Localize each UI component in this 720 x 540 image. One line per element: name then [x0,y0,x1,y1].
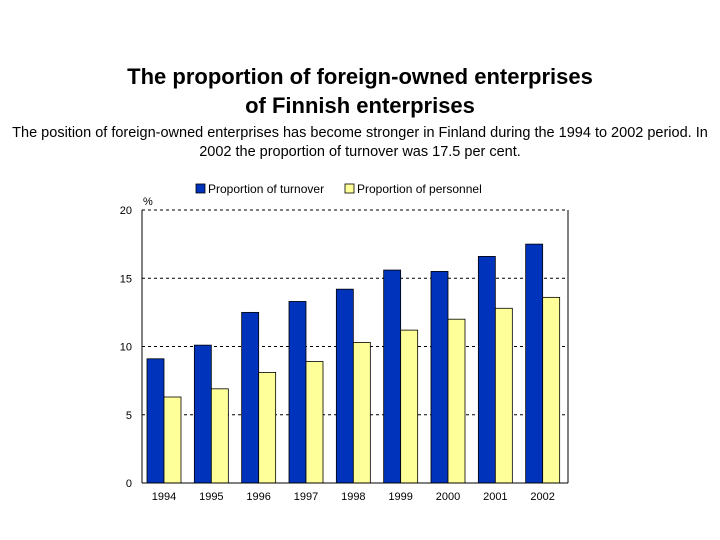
bar-personnel [542,296,561,484]
bar-personnel [305,361,324,484]
y-tick-label: 5 [126,410,132,422]
bar-personnel [400,329,419,484]
x-tick-label: 1994 [152,491,176,503]
chart-title: The proportion of foreign-owned enterpri… [0,62,720,120]
bar-personnel [447,318,466,484]
bar-turnover [383,269,402,484]
bar-turnover [525,243,544,484]
x-tick-label: 1996 [246,491,270,503]
chart-subtitle: The position of foreign-owned enterprise… [12,125,708,160]
x-tick-label: 1998 [341,491,365,503]
y-tick-label: 10 [120,342,132,354]
bar-turnover [288,301,307,484]
bar-turnover [335,288,354,484]
x-tick-label: 1995 [199,491,223,503]
legend-swatch [195,183,206,194]
x-tick-label: 2002 [530,491,554,503]
bar-personnel [352,342,371,484]
y-tick-label: 0 [126,478,132,490]
bar-turnover [430,271,449,484]
x-tick-label: 1999 [388,491,412,503]
bar-turnover [477,256,496,484]
bar-personnel [163,396,182,484]
bar-personnel [494,307,513,484]
legend-label: Proportion of turnover [208,182,324,196]
legend-swatch [344,183,355,194]
bar-personnel [258,372,277,484]
y-tick-label: 20 [120,205,132,217]
y-tick-label: 15 [120,273,132,285]
x-tick-label: 2000 [436,491,460,503]
bar-personnel [210,388,229,484]
title-line-2: of Finnish enterprises [245,93,475,118]
legend-label: Proportion of personnel [357,182,482,196]
x-tick-label: 1997 [294,491,318,503]
bar-turnover [146,358,165,484]
title-line-1: The proportion of foreign-owned enterpri… [127,64,593,89]
y-axis-unit-label: % [143,196,153,208]
x-tick-label: 2001 [483,491,507,503]
bar-turnover [241,311,260,484]
bar-turnover [193,344,212,484]
